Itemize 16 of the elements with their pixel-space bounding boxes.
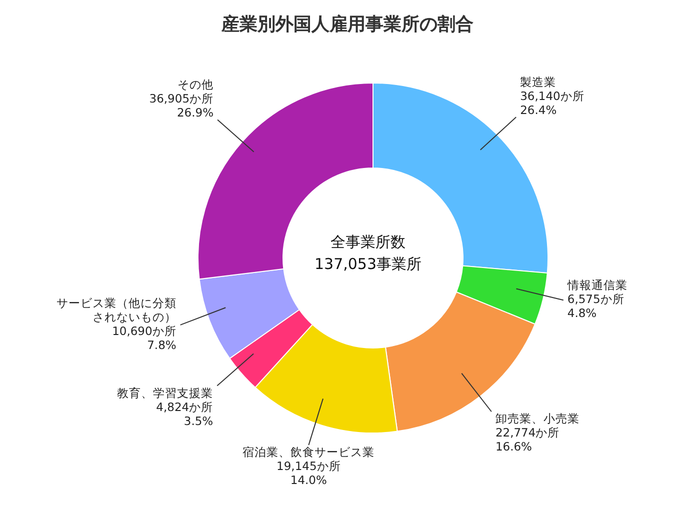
data-label: 19,145か所 14.0% <box>276 459 341 488</box>
slice-label: 製造業 <box>520 75 556 90</box>
data-label: 6,575か所 4.8% <box>567 292 624 320</box>
data-label: 22,774か所 16.6% <box>495 426 560 454</box>
slice-label: 卸売業、小売業 <box>495 412 580 426</box>
data-label: 36,905か所 26.9% <box>149 92 214 120</box>
slice-label: サービス業（他に分類されないもの） <box>56 296 176 324</box>
chart-title: 産業別外国人雇用事業所の割合 <box>220 13 474 36</box>
slice-label: 教育、学習支援業 <box>117 386 214 400</box>
slice-label: その他 <box>178 78 214 92</box>
text: 全事業所数 137,053事業所 <box>313 232 423 275</box>
data-label: 10,690か所 7.8% <box>112 324 176 352</box>
slice-label: 情報通信業 <box>566 278 628 292</box>
data-label: 4,824か所 3.5% <box>156 400 214 428</box>
slice-label: 宿泊業、飲食サービス業 <box>242 445 375 460</box>
data-label: 36,140か所 26.4% <box>520 89 584 118</box>
